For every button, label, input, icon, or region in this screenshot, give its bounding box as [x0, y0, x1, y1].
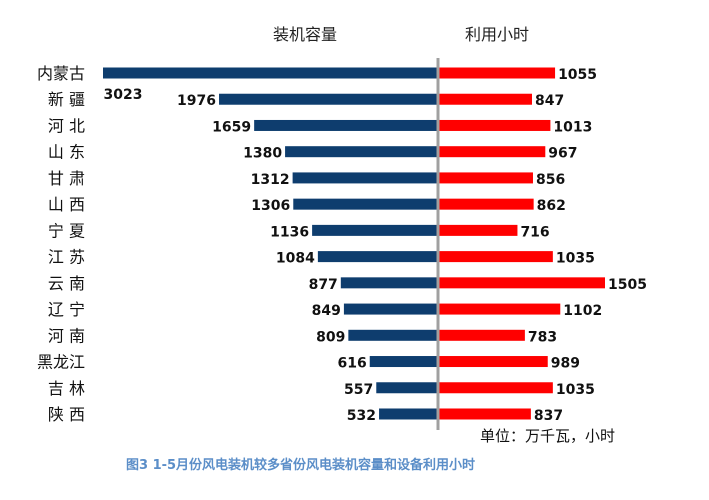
capacity-value-label: 1306	[251, 198, 290, 214]
category-label: 内蒙古	[37, 64, 85, 83]
hours-bar	[438, 251, 553, 263]
category-label: 云 南	[48, 274, 85, 293]
capacity-bar	[103, 67, 438, 79]
capacity-bar	[293, 198, 438, 210]
hours-value-label: 862	[537, 198, 566, 214]
capacity-value-label: 877	[309, 277, 338, 293]
hours-values: 1055 847 1013 967 856 862 716 1035 1505 1102 783 98…	[520, 67, 647, 424]
hours-value-label: 783	[528, 329, 557, 345]
capacity-value-label: 1659	[212, 119, 251, 135]
hours-bar	[438, 67, 556, 79]
category-label: 辽 宁	[48, 300, 85, 319]
category-label: 江 苏	[48, 248, 85, 267]
category-label: 陕 西	[48, 405, 85, 424]
capacity-value-label: 1380	[243, 146, 282, 162]
capacity-bars	[103, 67, 438, 420]
hours-bar	[438, 93, 532, 105]
capacity-value-label: 3023	[104, 87, 143, 103]
capacity-bar	[254, 119, 438, 131]
capacity-bar	[285, 146, 438, 158]
capacity-value-label: 1312	[251, 172, 290, 188]
unit-note: 单位：万千瓦，小时	[480, 427, 615, 445]
capacity-value-label: 1136	[270, 224, 309, 240]
hours-value-label: 716	[520, 224, 549, 240]
capacity-value-label: 849	[312, 303, 341, 319]
capacity-bar	[312, 224, 438, 236]
capacity-bar	[219, 93, 438, 105]
hours-value-label: 837	[534, 408, 563, 424]
capacity-bar	[292, 172, 438, 184]
hours-bar	[438, 119, 551, 131]
category-label: 吉 林	[48, 379, 85, 398]
capacity-value-label: 1084	[276, 251, 315, 267]
capacity-value-label: 532	[347, 408, 376, 424]
capacity-bar	[369, 356, 438, 368]
capacity-bar	[317, 251, 438, 263]
series-header-hours: 利用小时	[465, 25, 529, 44]
hours-value-label: 989	[551, 356, 580, 372]
hours-bar	[438, 146, 546, 158]
hours-bar	[438, 303, 561, 315]
capacity-value-label: 557	[344, 382, 373, 398]
hours-value-label: 856	[536, 172, 565, 188]
category-label: 甘 肃	[48, 169, 85, 188]
hours-value-label: 1055	[558, 67, 597, 83]
hours-bar	[438, 172, 533, 184]
category-label: 黑龙江	[37, 353, 85, 372]
capacity-bar	[376, 382, 438, 394]
capacity-bar	[348, 329, 438, 341]
hours-bar	[438, 408, 531, 420]
hours-value-label: 1035	[556, 251, 595, 267]
category-label: 山 东	[48, 143, 85, 162]
category-label: 河 北	[48, 116, 85, 135]
category-label: 宁 夏	[48, 221, 85, 240]
hours-value-label: 1505	[608, 277, 647, 293]
capacity-bar	[340, 277, 438, 289]
hours-bar	[438, 198, 534, 210]
capacity-values: 3023 1976 1659 1380 1312 1306 1136 1084 877 849 80…	[104, 87, 377, 424]
series-header-capacity: 装机容量	[273, 25, 337, 44]
hours-value-label: 847	[535, 93, 564, 109]
hours-bar	[438, 224, 518, 236]
hours-value-label: 1013	[553, 119, 592, 135]
category-label: 河 南	[48, 326, 85, 345]
hours-bar	[438, 356, 548, 368]
hours-bar	[438, 329, 525, 341]
capacity-value-label: 1976	[177, 93, 216, 109]
hours-bars	[438, 67, 605, 420]
capacity-value-label: 809	[316, 329, 345, 345]
hours-bar	[438, 382, 553, 394]
hours-bar	[438, 277, 605, 289]
hours-value-label: 1102	[563, 303, 602, 319]
hours-value-label: 1035	[556, 382, 595, 398]
figure-caption: 图3 1-5月份风电装机较多省份风电装机容量和设备利用小时	[126, 458, 476, 473]
capacity-bar	[379, 408, 438, 420]
category-label: 山 西	[48, 195, 85, 214]
category-label: 新 疆	[48, 90, 85, 109]
hours-value-label: 967	[548, 146, 577, 162]
capacity-value-label: 616	[338, 356, 367, 372]
capacity-bar	[343, 303, 438, 315]
